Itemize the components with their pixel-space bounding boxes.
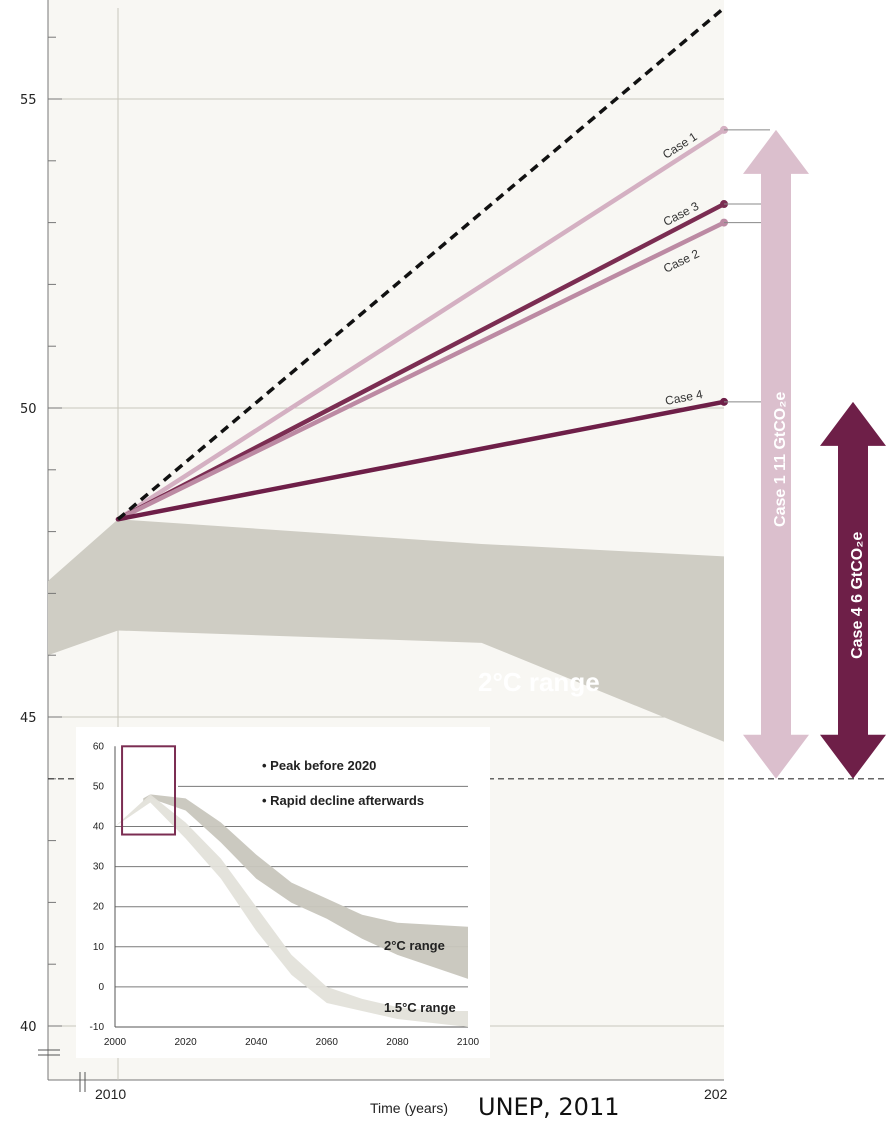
double-arrow-case-4: [820, 401, 886, 779]
inset-chart: -10 0 10 20 30 40 50 60 2000 2020 2040 2060 2080 2100…: [76, 727, 490, 1058]
inset-y-tick-label: 40: [93, 822, 105, 833]
inset-annotation-decline: • Rapid decline afterwards: [262, 793, 424, 808]
inset-x-tick-label: 2080: [386, 1037, 409, 1048]
inset-x-tick-label: 2000: [104, 1037, 127, 1048]
series-line-case-3: [115, 201, 727, 522]
inset-y-tick-label: 10: [93, 942, 105, 953]
inset-label-15c-range: 1.5°C range: [384, 1000, 456, 1015]
inset-x-tick-label: 2020: [174, 1037, 197, 1048]
inset-y-tick-label: 20: [93, 902, 105, 913]
y-tick-label: 40: [20, 1020, 37, 1035]
inset-x-tick-label: 2060: [316, 1037, 339, 1048]
arrow-label-case-4: Case 4 6 GtCO₂e: [849, 532, 866, 659]
x-end-label: 202: [704, 1086, 728, 1102]
source-citation: UNEP, 2011: [478, 1093, 620, 1121]
x-start-label: 2010: [95, 1086, 126, 1102]
band-label-2c-range: 2°C range: [478, 667, 600, 697]
series-line-case-1: [115, 127, 727, 522]
series-line-case-2: [115, 220, 727, 522]
inset-highlight-box: [121, 745, 177, 836]
y-tick-label: 50: [20, 402, 37, 417]
double-arrow-case-1: [743, 129, 809, 779]
inset-y-tick-label: -10: [90, 1022, 105, 1033]
y-tick-label: 55: [20, 93, 37, 108]
inset-band-15c-range: [115, 794, 468, 1027]
inset-band-2c-range: [143, 794, 469, 979]
inset-y-tick-label: 30: [93, 862, 105, 873]
x-axis-title: Time (years): [370, 1100, 448, 1116]
inset-y-tick-label: 50: [93, 781, 105, 792]
inset-label-2c-range: 2°C range: [384, 938, 445, 953]
series-line-case-4: [115, 399, 727, 522]
axis-break-marks: [38, 1049, 86, 1092]
y-tick-label: 45: [20, 711, 37, 726]
inset-x-tick-label: 2100: [457, 1037, 480, 1048]
band-2c-range: [48, 519, 724, 989]
inset-x-tick-label: 2040: [245, 1037, 268, 1048]
inset-annotation-peak: • Peak before 2020: [262, 758, 376, 773]
series-line-dashed-trend: [116, 6, 726, 521]
inset-y-tick-label: 0: [98, 982, 104, 993]
inset-y-tick-label: 60: [93, 741, 105, 752]
arrow-label-case-1: Case 1 11 GtCO₂e: [772, 392, 789, 527]
